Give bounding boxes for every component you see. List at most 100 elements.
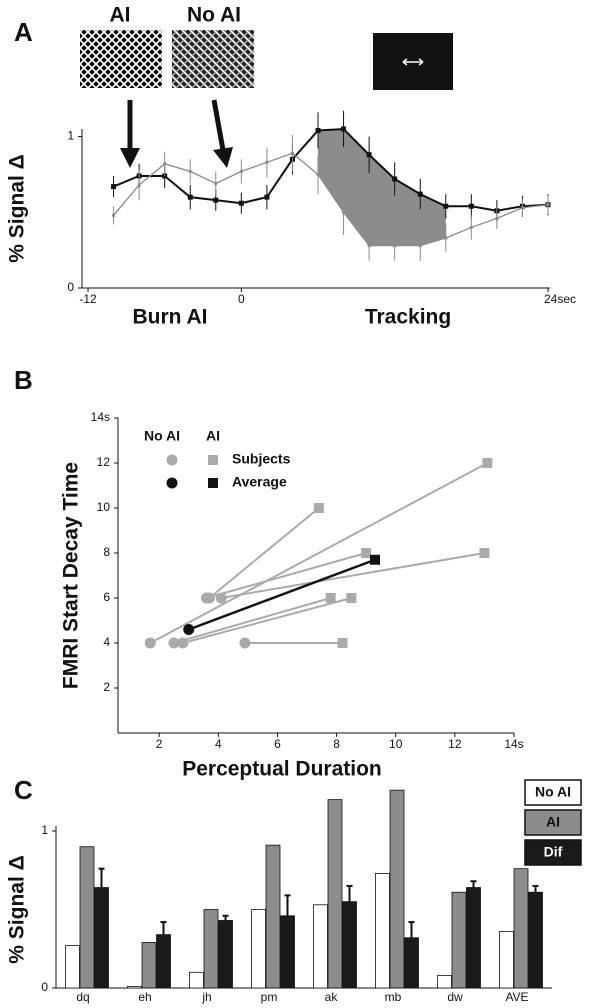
y-axis-label: FMRI Start Decay Time xyxy=(60,462,83,689)
tracking-arrows xyxy=(402,58,424,66)
point xyxy=(342,210,346,214)
point xyxy=(418,244,422,248)
ai-point xyxy=(337,638,348,648)
ai-point xyxy=(482,458,493,468)
ai-point xyxy=(346,593,357,603)
legend-label: Average xyxy=(232,474,287,490)
ai-point xyxy=(313,503,324,513)
x-tick-label: 12 xyxy=(448,737,462,751)
no-ai-point xyxy=(144,637,156,649)
point xyxy=(290,151,294,155)
arrow xyxy=(211,99,226,151)
legend-header: No AI xyxy=(144,428,180,444)
legend-square xyxy=(208,478,218,488)
bar xyxy=(156,934,171,989)
x-tick-label: dw xyxy=(447,990,463,1004)
legend-label: AI xyxy=(546,814,560,830)
pair-line xyxy=(221,552,485,599)
y-tick-label: 6 xyxy=(103,590,110,604)
panel-label: B xyxy=(14,365,33,395)
bar xyxy=(79,846,95,989)
point xyxy=(137,183,141,187)
point xyxy=(443,203,449,209)
annotation: No AI xyxy=(187,4,241,27)
legend-circle xyxy=(166,477,178,489)
legend-label: Dif xyxy=(544,844,563,860)
point xyxy=(366,152,372,158)
bar xyxy=(141,942,157,989)
no-ai-point xyxy=(200,592,212,604)
point xyxy=(546,203,550,207)
point xyxy=(112,213,116,217)
bar xyxy=(499,931,514,989)
legend-circle xyxy=(166,454,178,466)
no-ai-point xyxy=(215,592,227,604)
y-tick-label: 0 xyxy=(41,980,48,994)
panel-label: C xyxy=(14,775,33,805)
panel-label: A xyxy=(14,17,33,47)
annotation: Burn AI xyxy=(132,306,207,329)
point xyxy=(417,191,423,197)
point xyxy=(264,194,270,200)
no-ai-point xyxy=(168,637,180,649)
x-tick-label: dq xyxy=(76,990,89,1004)
series-line xyxy=(113,152,549,247)
y-axis-label: % Signal Δ xyxy=(6,154,29,262)
x-tick-label: 2 xyxy=(156,737,163,751)
point xyxy=(393,244,397,248)
x-tick-label: 8 xyxy=(333,737,340,751)
x-tick-label: 6 xyxy=(274,737,281,751)
x-tick-label: -12 xyxy=(79,292,97,306)
bar xyxy=(528,891,543,989)
legend-box xyxy=(524,839,582,866)
y-axis-label: % Signal Δ xyxy=(6,855,29,963)
point xyxy=(214,182,218,186)
arrow-head xyxy=(213,147,233,168)
bar xyxy=(342,901,357,989)
pair-line xyxy=(208,507,320,599)
point xyxy=(239,169,243,173)
legend-box xyxy=(524,779,582,806)
series-line xyxy=(113,127,549,212)
annotation: Tracking xyxy=(365,306,451,329)
bar xyxy=(65,945,80,989)
point xyxy=(238,200,244,206)
point xyxy=(469,225,473,229)
point xyxy=(315,128,321,134)
bar xyxy=(466,887,481,989)
bar xyxy=(513,868,529,989)
x-tick-label: eh xyxy=(138,990,151,1004)
bar xyxy=(280,915,295,989)
y-tick-label: 1 xyxy=(67,129,74,143)
point xyxy=(188,169,192,173)
bar xyxy=(389,789,405,989)
pair-line xyxy=(173,597,331,644)
ai-stimulus xyxy=(80,30,162,88)
point xyxy=(367,244,371,248)
x-tick-label: 14s xyxy=(504,737,523,751)
point xyxy=(265,160,269,164)
legend-box xyxy=(524,809,582,836)
pair-line xyxy=(149,462,488,644)
y-tick-label: 8 xyxy=(103,545,110,559)
pair-line xyxy=(188,558,376,631)
y-tick-label: 2 xyxy=(103,680,110,694)
point xyxy=(163,162,167,166)
no-ai-point xyxy=(177,637,189,649)
x-axis-label: Perceptual Duration xyxy=(182,758,382,781)
point xyxy=(495,216,499,220)
x-tick-label: 4 xyxy=(215,737,222,751)
shaded-difference xyxy=(318,129,446,246)
legend-label: No AI xyxy=(535,784,571,800)
point xyxy=(392,176,398,182)
x-tick-label: jh xyxy=(201,990,211,1004)
x-tick-label: pm xyxy=(261,990,278,1004)
x-tick-label: 0 xyxy=(238,292,245,306)
x-tick-label: ak xyxy=(325,990,339,1004)
bar xyxy=(189,971,204,989)
no-ai-point xyxy=(183,624,195,635)
bar xyxy=(94,887,109,989)
bar xyxy=(218,920,233,989)
legend-header: AI xyxy=(206,428,220,444)
